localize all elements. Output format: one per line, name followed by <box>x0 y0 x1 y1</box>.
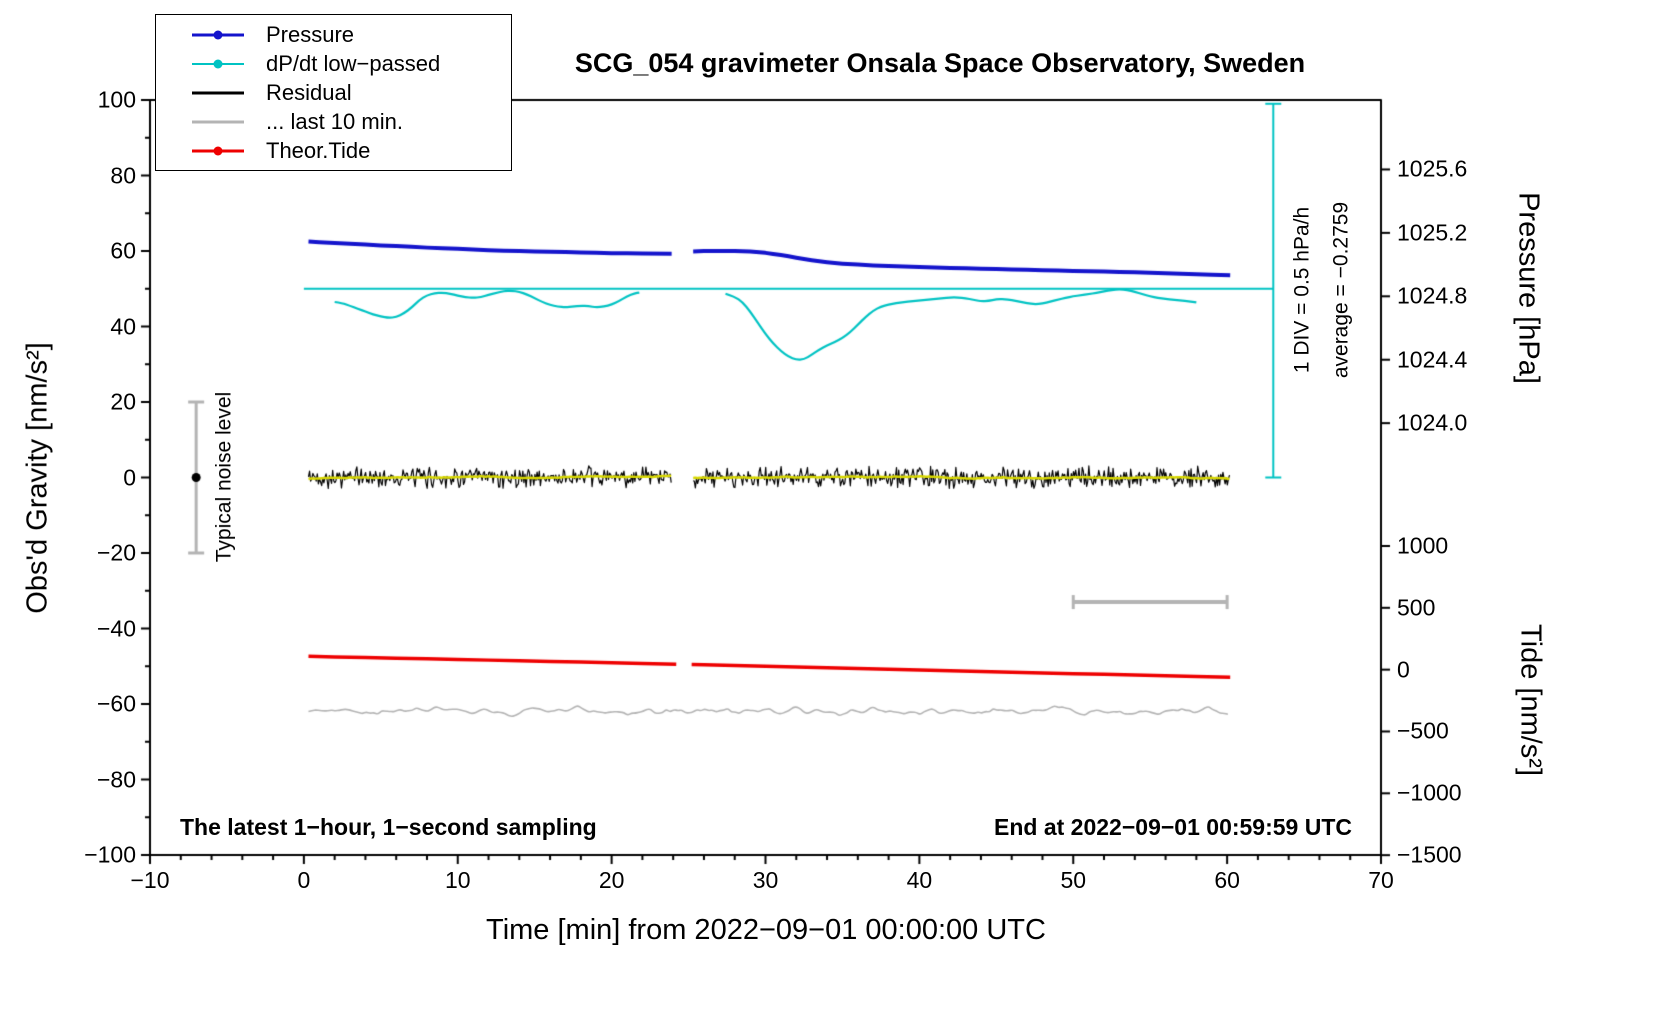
tide-tick-label: 0 <box>1397 656 1410 683</box>
legend-line-marker <box>192 116 244 128</box>
x-axis-label: Time [min] from 2022−09−01 00:00:00 UTC <box>486 914 1046 946</box>
y-left-tick-label: −40 <box>96 615 136 641</box>
pressure-tick-label: 1024.4 <box>1397 346 1468 373</box>
chart-title: SCG_054 gravimeter Onsala Space Observat… <box>574 48 1306 78</box>
x-tick-label: 0 <box>297 867 311 893</box>
tide-tick-label: −500 <box>1397 717 1449 744</box>
legend-item: ... last 10 min. <box>156 108 511 135</box>
y-left-tick-label: −100 <box>84 841 136 868</box>
y-left-tick-label: 80 <box>110 162 136 188</box>
x-tick-label: 50 <box>1060 867 1087 893</box>
y-left-tick-label: 20 <box>110 388 136 415</box>
x-tick-label: 20 <box>598 867 625 893</box>
legend-item-label: Pressure <box>266 21 355 47</box>
y-left-tick-label: 40 <box>110 313 136 339</box>
legend-item-label: dP/dt low−passed <box>266 50 441 76</box>
legend-line-dot-marker <box>192 29 244 41</box>
legend-item-label: ... last 10 min. <box>266 108 403 134</box>
legend-line-dot-marker <box>192 58 244 70</box>
tide-tick-label: 1000 <box>1397 532 1449 559</box>
y-left-tick-label: 0 <box>123 464 136 490</box>
legend-item-label: Residual <box>266 79 352 105</box>
sampling-note: The latest 1−hour, 1−second sampling <box>180 814 597 840</box>
legend: Pressure dP/dt low−passed Residual ... last… <box>155 14 512 171</box>
tide-tick-label: −1000 <box>1397 779 1462 806</box>
x-tick-label: 40 <box>906 867 933 893</box>
y-left-tick-label: −20 <box>96 539 136 566</box>
legend-item-label: Theor.Tide <box>266 137 371 163</box>
pressure-tick-label: 1024.0 <box>1397 409 1468 436</box>
y-left-tick-label: 100 <box>97 86 136 113</box>
x-tick-label: −10 <box>130 867 170 893</box>
x-tick-label: 70 <box>1368 867 1394 893</box>
legend-line-dot-marker <box>192 145 244 157</box>
pressure-tick-label: 1024.8 <box>1397 282 1468 309</box>
legend-line-marker <box>192 87 244 99</box>
x-tick-label: 30 <box>752 867 779 893</box>
legend-item: Theor.Tide <box>156 137 511 164</box>
y-left-tick-label: −60 <box>96 690 136 717</box>
end-time-note: End at 2022−09−01 00:59:59 UTC <box>994 814 1352 840</box>
y-left-tick-label: −80 <box>96 766 136 792</box>
tide-tick-label: −1500 <box>1397 841 1462 868</box>
x-tick-label: 10 <box>444 867 471 893</box>
legend-item: dP/dt low−passed <box>156 50 511 77</box>
tide-tick-label: 500 <box>1397 594 1436 621</box>
y-left-tick-label: 60 <box>110 237 136 264</box>
legend-item: Pressure <box>156 21 511 48</box>
legend-item: Residual <box>156 79 511 106</box>
pressure-tick-label: 1025.6 <box>1397 155 1468 182</box>
x-tick-label: 60 <box>1214 867 1240 893</box>
pressure-tick-label: 1025.2 <box>1397 219 1468 246</box>
